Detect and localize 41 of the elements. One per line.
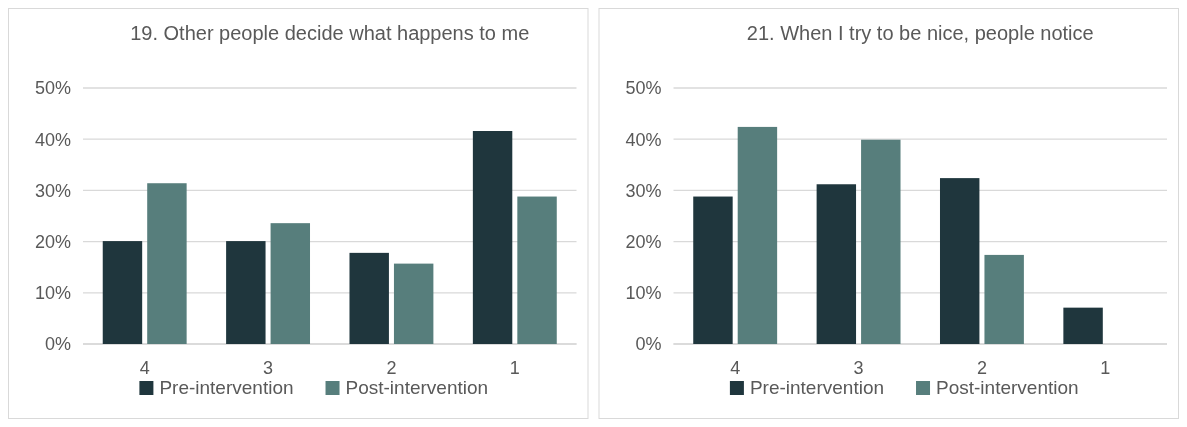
x-tick-label: 1 [509,358,520,378]
bar [270,223,311,344]
y-tick-label: 40% [625,129,662,150]
y-tick-label: 0% [44,334,71,355]
y-tick-label: 10% [34,283,71,304]
x-tick-label: 3 [263,358,274,378]
bar [517,196,557,344]
bar [984,254,1024,344]
legend-label: Pre-intervention [749,377,885,398]
bar [861,139,901,344]
y-tick-label: 50% [625,78,662,99]
x-tick-label: 4 [730,358,741,378]
y-tick-label: 40% [34,129,71,150]
legend-label: Post-intervention [936,377,1079,398]
bar [693,196,733,344]
y-tick-label: 10% [625,283,662,304]
bar [393,263,434,344]
x-tick-label: 1 [1100,358,1111,378]
bar [349,252,389,344]
y-tick-label: 50% [34,78,71,99]
x-tick-label: 2 [386,358,397,378]
x-tick-label: 2 [976,358,987,378]
legend-label: Pre-intervention [159,377,294,398]
x-tick-label: 3 [853,358,864,378]
bar [147,183,187,344]
legend-label: Post-intervention [345,377,489,398]
bar [939,178,980,344]
bar [737,126,778,344]
y-tick-label: 30% [625,180,662,201]
chart-title: 21. When I try to be nice, people notice [746,22,1094,44]
chart-title: 19. Other people decide what happens to me [130,22,530,44]
bar [472,131,513,344]
y-tick-label: 20% [34,231,71,252]
bar [816,184,857,344]
bar [226,241,266,344]
y-tick-label: 0% [635,334,662,355]
bar [1063,307,1103,344]
bar [102,241,143,344]
y-tick-label: 30% [34,180,71,201]
y-tick-label: 20% [625,231,662,252]
x-tick-label: 4 [139,358,150,378]
